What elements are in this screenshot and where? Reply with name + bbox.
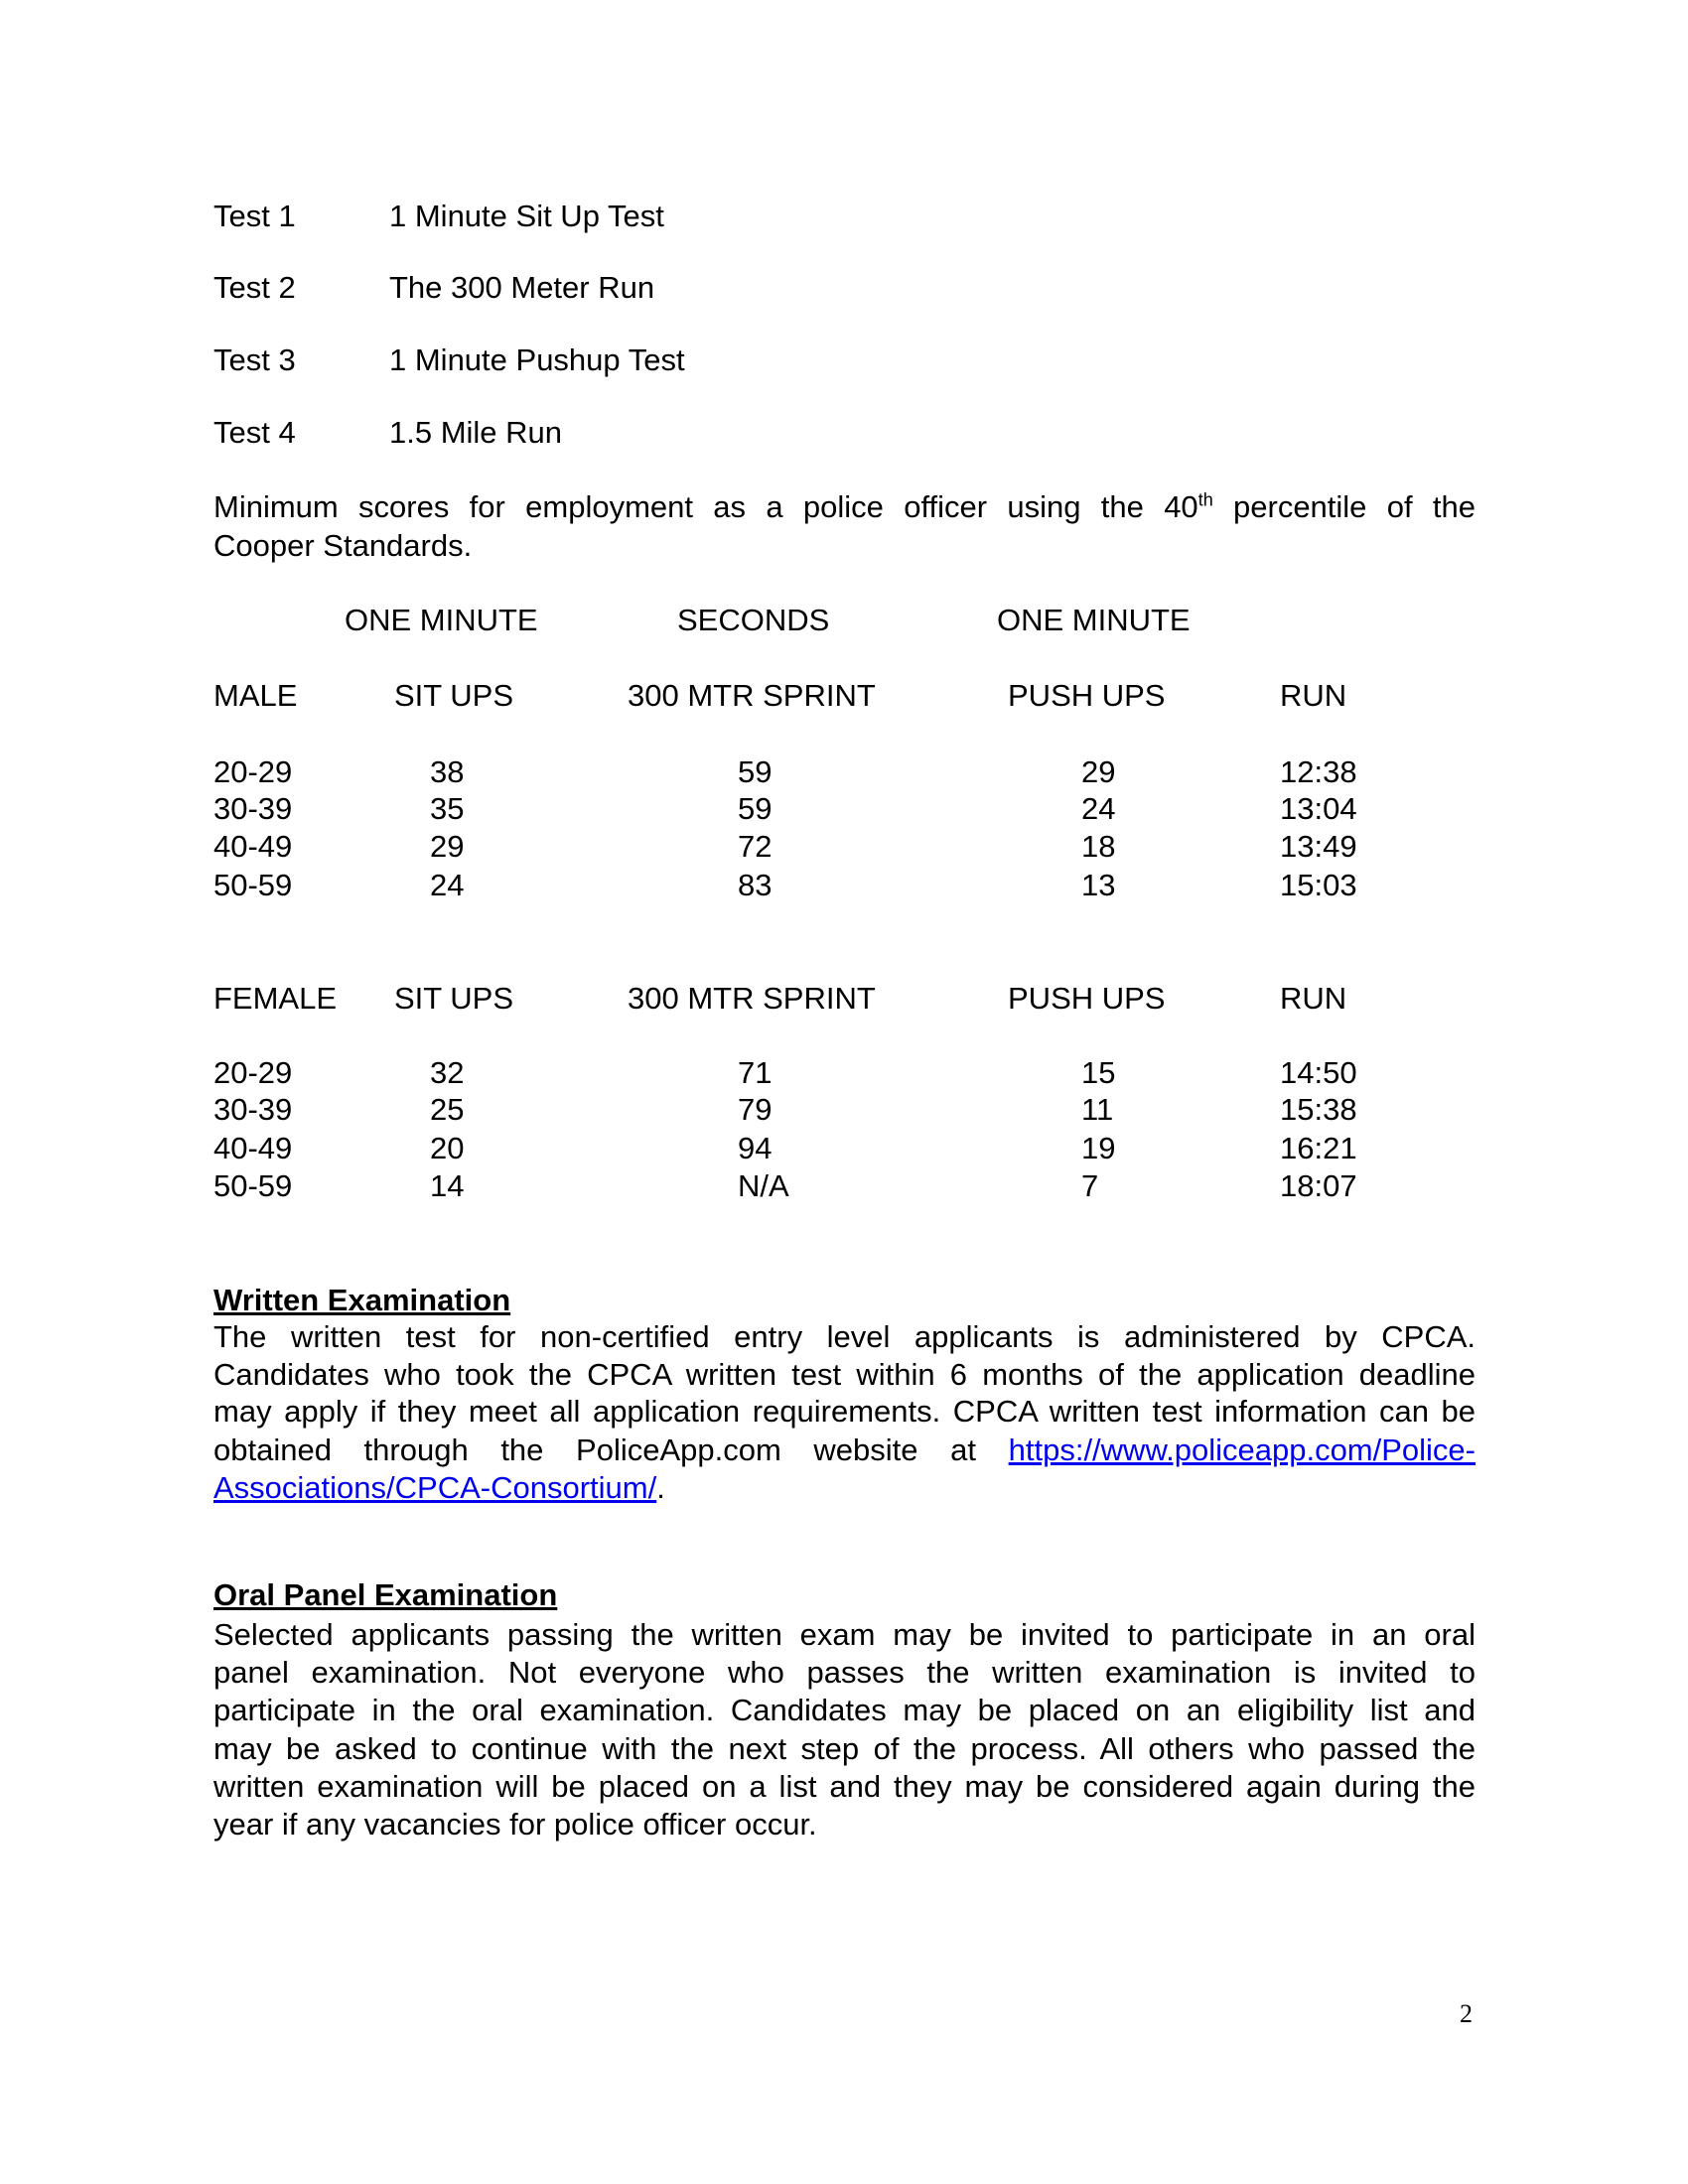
column-group-header: SECONDS <box>677 603 830 637</box>
paragraph-line: may apply if they meet all application r… <box>213 1394 1476 1429</box>
table-cell: 40-49 <box>213 1131 293 1165</box>
table-cell: 19 <box>1081 1131 1116 1165</box>
cpca-link[interactable]: Associations/CPCA-Consortium/ <box>213 1470 657 1505</box>
column-header: RUN <box>1280 981 1347 1016</box>
test-name: The 300 Meter Run <box>389 270 655 305</box>
table-cell: 50-59 <box>213 868 293 902</box>
paragraph-line: Selected applicants passing the written … <box>213 1617 1476 1652</box>
table-cell: 15 <box>1081 1055 1116 1090</box>
table-cell: 14:50 <box>1280 1055 1357 1090</box>
table-cell: 13:04 <box>1280 791 1357 826</box>
column-group-header: ONE MINUTE <box>997 603 1191 637</box>
table-cell: 25 <box>430 1092 465 1127</box>
paragraph-line: The written test for non-certified entry… <box>213 1319 1476 1354</box>
table-cell: 11 <box>1081 1092 1114 1127</box>
test-label: Test 1 <box>213 199 296 233</box>
table-cell: 83 <box>738 868 773 902</box>
table-cell: 13:49 <box>1280 829 1357 864</box>
paragraph-line: Associations/CPCA-Consortium/. <box>213 1469 1476 1507</box>
text: obtained through the PoliceApp.com websi… <box>213 1433 976 1467</box>
column-header: SIT UPS <box>394 678 514 713</box>
column-header: FEMALE <box>213 981 338 1016</box>
table-cell: 20 <box>430 1131 465 1165</box>
section-heading: Oral Panel Examination <box>213 1577 558 1612</box>
table-cell: 79 <box>738 1092 773 1127</box>
table-cell: 35 <box>430 791 465 826</box>
table-cell: 13 <box>1081 868 1116 902</box>
test-name: 1 Minute Pushup Test <box>389 342 685 377</box>
intro-text: percentile of the <box>1212 489 1476 524</box>
table-cell: 94 <box>738 1131 773 1165</box>
table-cell: 7 <box>1081 1168 1099 1203</box>
table-cell: 15:38 <box>1280 1092 1357 1127</box>
paragraph-line: written examination will be placed on a … <box>213 1768 1476 1804</box>
test-name: 1.5 Mile Run <box>389 415 563 450</box>
table-cell: 12:38 <box>1280 754 1357 789</box>
table-cell: 29 <box>430 829 465 864</box>
paragraph-line: may be asked to continue with the next s… <box>213 1730 1476 1766</box>
cpca-link[interactable]: https://www.policeapp.com/Police- <box>1008 1433 1476 1467</box>
table-cell: 59 <box>738 754 773 789</box>
table-cell: 30-39 <box>213 791 293 826</box>
column-header: 300 MTR SPRINT <box>628 981 876 1016</box>
test-name: 1 Minute Sit Up Test <box>389 199 664 233</box>
intro-line: Cooper Standards. <box>213 528 473 563</box>
paragraph-line: obtained through the PoliceApp.com websi… <box>213 1432 1476 1469</box>
table-cell: 72 <box>738 829 773 864</box>
table-cell: 14 <box>430 1168 465 1203</box>
column-header: 300 MTR SPRINT <box>628 678 876 713</box>
page-number: 2 <box>1460 1999 1473 2028</box>
paragraph-line: participate in the oral examination. Can… <box>213 1693 1476 1728</box>
paragraph-line: Candidates who took the CPCA written tes… <box>213 1357 1476 1392</box>
section-heading: Written Examination <box>213 1283 511 1317</box>
table-cell: 40-49 <box>213 829 293 864</box>
intro-sup: th <box>1197 489 1213 510</box>
table-cell: 15:03 <box>1280 868 1357 902</box>
table-cell: 20-29 <box>213 1055 293 1090</box>
table-cell: N/A <box>738 1168 789 1203</box>
text: . <box>656 1470 665 1505</box>
table-cell: 16:21 <box>1280 1131 1357 1165</box>
test-label: Test 3 <box>213 342 296 377</box>
table-cell: 50-59 <box>213 1168 293 1203</box>
paragraph-line: panel examination. Not everyone who pass… <box>213 1655 1476 1691</box>
column-header: PUSH UPS <box>1008 678 1166 713</box>
column-header: MALE <box>213 678 298 713</box>
paragraph-line: year if any vacancies for police officer… <box>213 1807 817 1842</box>
table-cell: 18:07 <box>1280 1168 1357 1203</box>
column-header: PUSH UPS <box>1008 981 1166 1016</box>
test-label: Test 4 <box>213 415 296 450</box>
table-cell: 20-29 <box>213 754 293 789</box>
column-header: SIT UPS <box>394 981 514 1016</box>
table-cell: 71 <box>738 1055 773 1090</box>
table-cell: 32 <box>430 1055 465 1090</box>
test-label: Test 2 <box>213 270 296 305</box>
table-cell: 30-39 <box>213 1092 293 1127</box>
table-cell: 38 <box>430 754 465 789</box>
column-header: RUN <box>1280 678 1347 713</box>
table-cell: 24 <box>1081 791 1116 826</box>
table-cell: 24 <box>430 868 465 902</box>
intro-line: Minimum scores for employment as a polic… <box>213 488 1476 526</box>
column-group-header: ONE MINUTE <box>345 603 538 637</box>
intro-text: Minimum scores for employment as a polic… <box>213 489 1198 524</box>
table-cell: 18 <box>1081 829 1116 864</box>
table-cell: 59 <box>738 791 773 826</box>
table-cell: 29 <box>1081 754 1116 789</box>
